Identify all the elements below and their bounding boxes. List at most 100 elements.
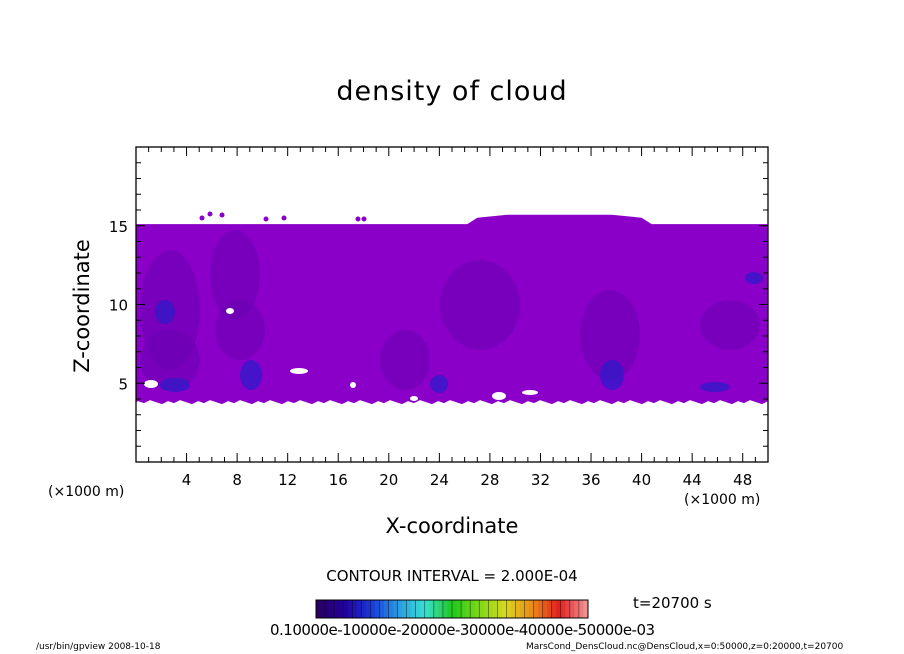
low-density-patch: [700, 300, 760, 350]
colorbar-cell: [329, 600, 335, 618]
colorbar-cell: [533, 600, 539, 618]
y-tick-label: 5: [118, 375, 128, 393]
gap-patch: [522, 390, 538, 395]
colorbar: [315, 599, 589, 619]
cloud-dot: [361, 216, 367, 222]
colorbar-cell: [547, 600, 553, 618]
colorbar-cell: [483, 600, 489, 618]
colorbar-cell: [565, 600, 571, 618]
colorbar-cell: [474, 600, 480, 618]
colorbar-cell: [470, 600, 476, 618]
cloud-field: [136, 211, 768, 405]
low-density-patch: [380, 330, 430, 390]
x-tick-label: 40: [632, 471, 651, 489]
y-tick-label: 15: [109, 218, 128, 236]
colorbar-cell: [320, 600, 326, 618]
colorbar-cell: [501, 600, 507, 618]
colorbar-cell: [556, 600, 562, 618]
y-tick-label: 10: [109, 297, 128, 315]
colorbar-cell: [560, 600, 566, 618]
colorbar-cell: [551, 600, 557, 618]
colorbar-cell: [524, 600, 530, 618]
high-density-patch: [160, 378, 190, 392]
colorbar-cell: [424, 600, 430, 618]
colorbar-cell: [520, 600, 526, 618]
low-density-patch: [140, 330, 200, 390]
high-density-patch: [600, 360, 624, 390]
colorbar-cell: [352, 600, 358, 618]
colorbar-cell: [370, 600, 376, 618]
colorbar-cell: [506, 600, 512, 618]
x-tick-label: 24: [430, 471, 449, 489]
colorbar-cell: [379, 600, 385, 618]
x-tick-label: 44: [683, 471, 702, 489]
colorbar-cell: [488, 600, 494, 618]
x-axis-unit-left: (×1000 m): [48, 484, 125, 500]
x-tick-label: 36: [581, 471, 600, 489]
colorbar-cell: [406, 600, 412, 618]
x-tick-label: 48: [733, 471, 752, 489]
colorbar-cell: [452, 600, 458, 618]
y-axis-label: Z-coordinate: [70, 239, 94, 373]
colorbar-cell: [411, 600, 417, 618]
low-density-patch: [440, 260, 520, 350]
gap-patch: [410, 396, 418, 401]
gap-patch: [144, 380, 158, 388]
x-tick-label: 4: [182, 471, 192, 489]
footer-program: /usr/bin/gpview 2008-10-18: [36, 642, 161, 652]
colorbar-cell: [510, 600, 516, 618]
colorbar-cell: [429, 600, 435, 618]
cloud-dot: [281, 215, 287, 221]
low-density-patch: [210, 230, 260, 320]
colorbar-cell: [442, 600, 448, 618]
colorbar-cell: [456, 600, 462, 618]
cloud-dot: [207, 211, 213, 217]
colorbar-cell: [361, 600, 367, 618]
x-tick-label: 8: [232, 471, 242, 489]
colorbar-cell: [574, 600, 580, 618]
high-density-patch: [430, 375, 448, 393]
colorbar-frame: [315, 599, 589, 619]
colorbar-cell: [438, 600, 444, 618]
x-axis-label: X-coordinate: [385, 514, 519, 538]
colorbar-cell: [515, 600, 521, 618]
cloud-dot: [199, 215, 205, 221]
colorbar-cell: [397, 600, 403, 618]
high-density-patch: [155, 300, 175, 324]
high-density-patch: [745, 272, 763, 284]
cloud-dot: [219, 212, 225, 218]
contour-interval: CONTOUR INTERVAL = 2.000E-04: [326, 567, 578, 585]
colorbar-cell: [542, 600, 548, 618]
colorbar-cell: [334, 600, 340, 618]
colorbar-cell: [347, 600, 353, 618]
x-axis-unit-right: (×1000 m): [684, 492, 761, 508]
x-tick-label: 16: [329, 471, 348, 489]
colorbar-cell: [465, 600, 471, 618]
gap-patch: [226, 308, 234, 314]
colorbar-cell: [356, 600, 362, 618]
colorbar-cell: [461, 600, 467, 618]
colorbar-cell: [583, 600, 589, 618]
colorbar-cell: [343, 600, 349, 618]
colorbar-cell: [529, 600, 535, 618]
chart-title: density of cloud: [336, 76, 568, 107]
high-density-patch: [700, 382, 730, 392]
colorbar-cell: [479, 600, 485, 618]
colorbar-cell: [497, 600, 503, 618]
colorbar-cell: [338, 600, 344, 618]
colorbar-cell: [447, 600, 453, 618]
low-density-patch: [215, 300, 265, 360]
colorbar-cell: [365, 600, 371, 618]
x-tick-label: 32: [531, 471, 550, 489]
colorbar-cell: [374, 600, 380, 618]
colorbar-cell: [420, 600, 426, 618]
colorbar-cell: [384, 600, 390, 618]
colorbar-cell: [388, 600, 394, 618]
cloud-dot: [263, 216, 269, 222]
colorbar-cell: [492, 600, 498, 618]
high-density-patch: [240, 360, 262, 390]
gap-patch: [492, 392, 506, 400]
colorbar-cell: [415, 600, 421, 618]
